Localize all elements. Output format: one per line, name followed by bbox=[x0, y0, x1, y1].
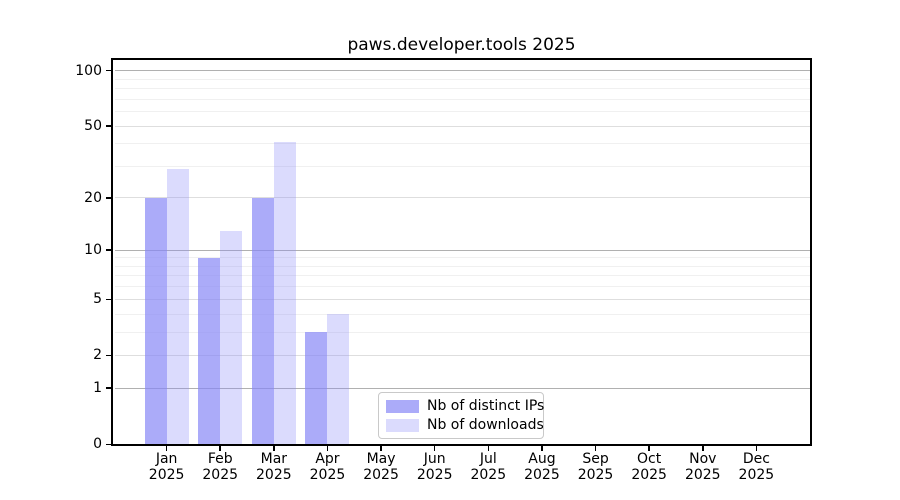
x-tick-label: Apr 2025 bbox=[309, 451, 346, 483]
y-tick-label: 5 bbox=[93, 291, 102, 308]
x-tick-mark bbox=[594, 446, 597, 451]
bar-downloads bbox=[220, 230, 243, 444]
x-tick-mark bbox=[273, 446, 275, 451]
legend-swatch-distinct-ips bbox=[386, 399, 419, 413]
minor-gridline bbox=[115, 257, 810, 259]
legend-item-distinct-ips: Nb of distinct IPs bbox=[379, 398, 545, 414]
minor-gridline bbox=[115, 275, 810, 277]
bar-downloads bbox=[327, 314, 350, 444]
decade-gridline bbox=[115, 387, 810, 389]
bar-distinct-ips bbox=[144, 197, 167, 444]
major-gridline bbox=[115, 125, 810, 127]
y-tick-label: 50 bbox=[84, 118, 102, 134]
y-tick-label: 20 bbox=[84, 189, 102, 206]
minor-gridline bbox=[115, 98, 810, 100]
x-tick-label: Dec 2025 bbox=[738, 451, 775, 483]
x-tick-label: Mar 2025 bbox=[256, 451, 292, 483]
legend-label-downloads: Nb of downloads bbox=[427, 417, 544, 433]
x-tick-mark bbox=[541, 446, 543, 451]
y-tick-mark bbox=[106, 354, 111, 357]
bar-downloads bbox=[273, 141, 296, 444]
bar-distinct-ips bbox=[305, 332, 328, 444]
major-gridline bbox=[115, 354, 810, 356]
x-tick-mark bbox=[219, 446, 221, 451]
minor-gridline bbox=[115, 165, 810, 167]
x-tick-label: Oct 2025 bbox=[631, 451, 667, 483]
y-tick-label: 1 bbox=[93, 380, 102, 397]
y-tick-mark bbox=[106, 249, 111, 251]
legend-swatch-downloads bbox=[386, 418, 419, 432]
y-tick-mark bbox=[106, 69, 111, 72]
x-tick-label: Jun 2025 bbox=[416, 451, 453, 483]
y-tick-mark bbox=[106, 387, 111, 389]
x-tick-mark bbox=[165, 446, 168, 451]
x-tick-mark bbox=[702, 446, 704, 451]
minor-gridline bbox=[115, 313, 810, 315]
bar-downloads bbox=[166, 168, 189, 444]
x-tick-mark bbox=[648, 446, 650, 451]
y-tick-mark bbox=[106, 125, 111, 127]
chart-title: paws.developer.tools 2025 bbox=[347, 35, 576, 55]
x-axis-spine bbox=[111, 444, 812, 446]
y-tick-mark bbox=[106, 197, 111, 199]
x-tick-label: Nov 2025 bbox=[684, 451, 721, 483]
minor-gridline bbox=[115, 78, 810, 80]
major-gridline bbox=[115, 298, 810, 300]
minor-gridline bbox=[115, 286, 810, 288]
y-tick-label: 2 bbox=[93, 347, 102, 364]
minor-gridline bbox=[115, 111, 810, 112]
bar-distinct-ips bbox=[251, 197, 274, 444]
decade-gridline bbox=[115, 70, 810, 72]
minor-gridline bbox=[115, 88, 810, 90]
minor-gridline bbox=[115, 331, 810, 333]
x-tick-mark bbox=[380, 446, 382, 451]
y-axis-spine bbox=[111, 58, 113, 446]
decade-gridline bbox=[115, 249, 810, 251]
y-tick-label: 0 bbox=[93, 436, 102, 453]
x-tick-label: Sep 2025 bbox=[577, 451, 614, 483]
major-gridline bbox=[115, 197, 810, 199]
minor-gridline bbox=[115, 143, 810, 145]
x-tick-label: Aug 2025 bbox=[524, 451, 560, 483]
x-tick-label: Feb 2025 bbox=[202, 451, 239, 483]
legend-label-distinct-ips: Nb of distinct IPs bbox=[427, 398, 545, 414]
x-tick-label: Jul 2025 bbox=[470, 451, 507, 483]
y-tick-mark bbox=[106, 443, 111, 446]
x-tick-label: May 2025 bbox=[363, 451, 399, 483]
legend-item-downloads: Nb of downloads bbox=[379, 417, 544, 433]
x-tick-label: Jan 2025 bbox=[148, 451, 185, 483]
right-spine bbox=[810, 58, 812, 446]
y-tick-label: 100 bbox=[75, 62, 102, 79]
legend: Nb of distinct IPs Nb of downloads bbox=[378, 392, 544, 439]
x-tick-mark bbox=[487, 446, 490, 451]
bar-distinct-ips bbox=[198, 257, 221, 444]
x-tick-mark bbox=[755, 446, 758, 451]
minor-gridline bbox=[115, 265, 810, 267]
x-tick-mark bbox=[326, 446, 329, 451]
x-tick-mark bbox=[433, 446, 436, 451]
y-tick-label: 10 bbox=[84, 242, 102, 259]
y-tick-mark bbox=[106, 298, 111, 300]
top-spine bbox=[111, 58, 812, 60]
